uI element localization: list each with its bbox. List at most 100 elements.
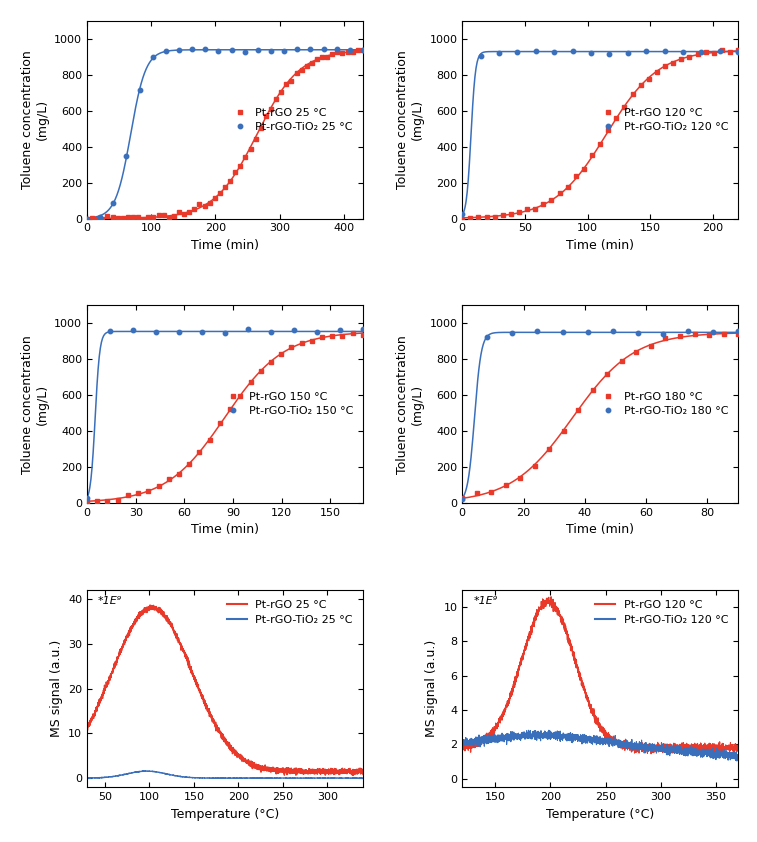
Pt-rGO 120 °C [466,213,475,223]
Line: Pt-rGO 150 °C: Pt-rGO 150 °C [85,331,365,504]
Pt-rGO-TiO₂ 120 °C [678,47,687,57]
Pt-rGO 120 °C [563,182,572,192]
Pt-rGO 180 °C [458,493,467,503]
Pt-rGO-TiO₂ 120 °C [715,46,724,56]
Line: Pt-rGO-TiO₂ 25 °C: Pt-rGO-TiO₂ 25 °C [85,46,365,221]
Pt-rGO 150 °C [205,434,214,445]
Pt-rGO-TiO₂ 120 °C [512,47,522,57]
Pt-rGO-TiO₂ 120 °C [696,46,706,56]
Pt-rGO 120 °C [498,210,507,220]
Pt-rGO 120 °C [644,74,653,84]
Line: Pt-rGO 25 °C: Pt-rGO 25 °C [85,47,365,221]
Pt-rGO 120 °C [506,209,516,219]
Pt-rGO 180 °C [574,405,583,415]
X-axis label: Temperature (°C): Temperature (°C) [546,807,654,821]
X-axis label: Time (min): Time (min) [566,524,634,536]
Pt-rGO-TiO₂ 25 °C [319,44,328,54]
Pt-rGO-TiO₂ 150 °C [198,327,207,337]
Pt-rGO-TiO₂ 180 °C [734,326,743,336]
Pt-rGO 150 °C [215,418,224,429]
Pt-rGO-TiO₂ 150 °C [289,325,298,335]
Pt-rGO-TiO₂ 150 °C [244,324,253,334]
Pt-rGO-TiO₂ 150 °C [105,326,114,336]
Pt-rGO 120 °C [587,150,597,160]
Pt-rGO 150 °C [328,331,337,341]
Pt-rGO 150 °C [348,328,357,338]
Pt-rGO 120 °C [677,55,686,65]
Pt-rGO 150 °C [154,481,163,491]
Pt-rGO 120 °C [515,206,524,216]
Pt-rGO-TiO₂ 120 °C [605,49,614,59]
Y-axis label: Toluene concentration
(mg/L): Toluene concentration (mg/L) [20,51,48,189]
Pt-rGO-TiO₂ 120 °C [568,45,577,56]
Pt-rGO-TiO₂ 25 °C [161,46,170,56]
Pt-rGO-TiO₂ 180 °C [508,328,517,338]
Pt-rGO 120 °C [596,139,605,149]
Pt-rGO 120 °C [612,113,621,123]
Pt-rGO-TiO₂ 150 °C [220,328,229,338]
Pt-rGO-TiO₂ 180 °C [533,327,542,337]
Pt-rGO 150 °C [83,497,92,507]
Pt-rGO 180 °C [661,333,670,344]
Pt-rGO 120 °C [636,80,645,90]
Text: *1E⁹: *1E⁹ [473,596,497,605]
Line: Pt-rGO-TiO₂ 120 °C: Pt-rGO-TiO₂ 120 °C [460,49,740,216]
Pt-rGO-TiO₂ 120 °C [550,46,559,56]
Pt-rGO 120 °C [474,212,483,222]
Pt-rGO-TiO₂ 120 °C [623,48,632,58]
Legend: Pt-rGO 25 °C, Pt-rGO-TiO₂ 25 °C: Pt-rGO 25 °C, Pt-rGO-TiO₂ 25 °C [226,103,357,136]
Pt-rGO 120 °C [701,47,710,57]
Pt-rGO-TiO₂ 25 °C [201,44,210,54]
Pt-rGO-TiO₂ 25 °C [345,45,354,56]
Pt-rGO 150 °C [123,490,132,500]
Pt-rGO 180 °C [530,461,539,471]
Pt-rGO 120 °C [522,204,531,214]
Pt-rGO-TiO₂ 150 °C [83,493,92,504]
Pt-rGO 150 °C [297,338,306,348]
Y-axis label: MS signal (a.u.): MS signal (a.u.) [425,640,438,737]
Legend: Pt-rGO 25 °C, Pt-rGO-TiO₂ 25 °C: Pt-rGO 25 °C, Pt-rGO-TiO₂ 25 °C [222,595,357,630]
Pt-rGO-TiO₂ 120 °C [531,46,540,56]
Pt-rGO-TiO₂ 25 °C [109,198,118,208]
Pt-rGO 25 °C [154,210,163,221]
X-axis label: Time (min): Time (min) [191,524,259,536]
Pt-rGO-TiO₂ 120 °C [476,51,485,61]
Pt-rGO-TiO₂ 150 °C [335,325,344,335]
Pt-rGO 180 °C [516,472,525,482]
Pt-rGO 150 °C [103,496,112,506]
X-axis label: Time (min): Time (min) [191,239,259,252]
Y-axis label: Toluene concentration
(mg/L): Toluene concentration (mg/L) [20,335,48,473]
Pt-rGO-TiO₂ 150 °C [129,325,138,335]
Pt-rGO-TiO₂ 25 °C [254,45,263,56]
X-axis label: Time (min): Time (min) [566,239,634,252]
Pt-rGO 120 °C [653,67,662,77]
Pt-rGO 180 °C [588,385,597,395]
Pt-rGO-TiO₂ 120 °C [642,46,651,56]
Pt-rGO-TiO₂ 180 °C [583,327,592,337]
Pt-rGO-TiO₂ 25 °C [188,44,197,54]
Pt-rGO 25 °C [333,47,342,57]
Line: Pt-rGO-TiO₂ 180 °C: Pt-rGO-TiO₂ 180 °C [460,328,740,501]
Pt-rGO-TiO₂ 150 °C [151,327,160,337]
Pt-rGO 150 °C [246,377,255,387]
Pt-rGO-TiO₂ 120 °C [494,48,503,58]
Pt-rGO-TiO₂ 180 °C [684,326,693,336]
Pt-rGO 25 °C [133,211,142,221]
Line: Pt-rGO 120 °C: Pt-rGO 120 °C [460,48,740,221]
Pt-rGO-TiO₂ 150 °C [358,324,367,334]
Pt-rGO 150 °C [133,488,142,498]
Pt-rGO 150 °C [266,356,276,366]
Y-axis label: Toluene concentration
(mg/L): Toluene concentration (mg/L) [396,335,424,473]
Pt-rGO 150 °C [287,342,296,352]
Pt-rGO 150 °C [164,474,173,484]
Pt-rGO-TiO₂ 180 °C [709,327,718,337]
Pt-rGO 180 °C [734,328,743,338]
Pt-rGO 150 °C [235,391,245,401]
Pt-rGO 150 °C [338,332,347,342]
Pt-rGO-TiO₂ 180 °C [608,327,617,337]
Pt-rGO 180 °C [618,356,627,366]
Pt-rGO-TiO₂ 25 °C [135,85,144,95]
Pt-rGO-TiO₂ 25 °C [214,45,223,56]
Pt-rGO 180 °C [705,330,714,340]
Line: Pt-rGO 180 °C: Pt-rGO 180 °C [460,331,740,500]
